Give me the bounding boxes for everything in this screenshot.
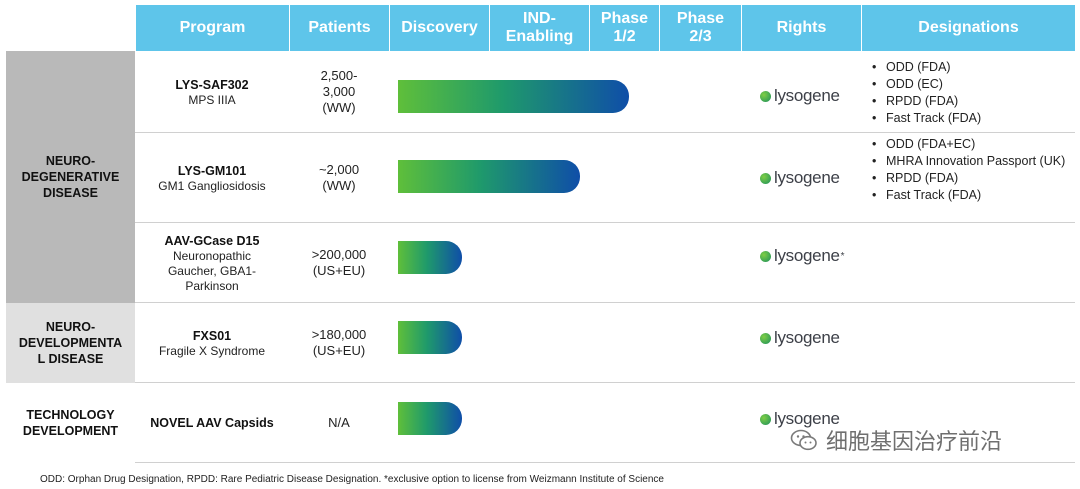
program-indication: Fragile X Syndrome [158,343,266,358]
program-cell: FXS01 Fragile X Syndrome [136,303,288,383]
designations-list: ODD (FDA)ODD (EC)RPDD (FDA)Fast Track (F… [872,59,1072,127]
designation-item: Fast Track (FDA) [872,110,1072,127]
header-discovery: Discovery [390,5,490,51]
patients-cell: ~2,000 (WW) [318,162,360,193]
program-name: LYS-GM101 [177,163,247,178]
program-cell: LYS-SAF302 MPS IIIA [136,51,288,133]
program-cell: LYS-GM101 GM1 Gangliosidosis [136,133,288,223]
lysogene-mark-icon [760,413,771,425]
program-indication: MPS IIIA [188,92,236,107]
patients-cell: N/A [328,415,350,430]
program-name: NOVEL AAV Capsids [150,416,274,430]
lysogene-mark-icon [760,90,771,102]
wechat-icon [790,429,817,451]
designation-item: RPDD (FDA) [872,170,1072,187]
watermark: 细胞基因治疗前沿 [790,424,1002,456]
progress-bar [398,402,462,435]
category-neurodevelopmental: NEURO- DEVELOPMENTA L DISEASE [6,303,135,383]
progress-bar [398,160,580,193]
category-neurodegenerative: NEURO- DEGENERATIVE DISEASE [6,51,135,303]
designations-list: ODD (FDA+EC)MHRA Innovation Passport (UK… [872,136,1072,204]
lysogene-logo: lysogene * [760,244,850,268]
lysogene-mark-icon [760,332,771,344]
program-cell: NOVEL AAV Capsids [136,383,288,463]
lysogene-logo: lysogene [760,326,850,350]
designation-item: ODD (FDA+EC) [872,136,1072,153]
designation-item: MHRA Innovation Passport (UK) [872,153,1072,170]
footnote: ODD: Orphan Drug Designation, RPDD: Rare… [40,474,664,485]
row-divider [135,133,1075,223]
header-designations: Designations [862,5,1075,51]
program-cell: AAV-GCase D15 Neuronopathic Gaucher, GBA… [136,223,288,303]
program-indication: Neuronopathic Gaucher, GBA1-Parkinson [167,248,257,293]
row-divider [135,51,1075,133]
rights-asterisk: * [840,250,845,262]
designation-item: ODD (EC) [872,76,1072,93]
progress-bar [398,321,462,354]
patients-cell: 2,500- 3,000 (WW) [320,68,358,115]
program-name: LYS-SAF302 [175,77,249,92]
header-phase-1-2: Phase 1/2 [590,5,660,51]
category-technology: TECHNOLOGY DEVELOPMENT [6,383,135,463]
lysogene-mark-icon [760,250,771,262]
program-indication: GM1 Gangliosidosis [158,178,266,193]
row-divider [135,223,1075,303]
lysogene-logo: lysogene [760,84,850,108]
lysogene-mark-icon [760,172,771,184]
header-program: Program [136,5,290,51]
patients-cell: >200,000 (US+EU) [311,247,367,278]
program-name: FXS01 [192,328,232,343]
designation-item: RPDD (FDA) [872,93,1072,110]
row-divider [135,303,1075,383]
header-rights: Rights [742,5,862,51]
progress-bar [398,80,629,113]
row-divider [135,383,1075,463]
header-patients: Patients [290,5,390,51]
lysogene-logo: lysogene [760,166,850,190]
progress-bar [398,241,462,274]
program-name: AAV-GCase D15 [164,233,260,248]
header-ind-enabling: IND- Enabling [490,5,590,51]
header-phase-2-3: Phase 2/3 [660,5,742,51]
patients-cell: >180,000 (US+EU) [311,327,367,358]
designation-item: ODD (FDA) [872,59,1072,76]
lysogene-logo: lysogene [760,407,850,431]
designation-item: Fast Track (FDA) [872,187,1072,204]
